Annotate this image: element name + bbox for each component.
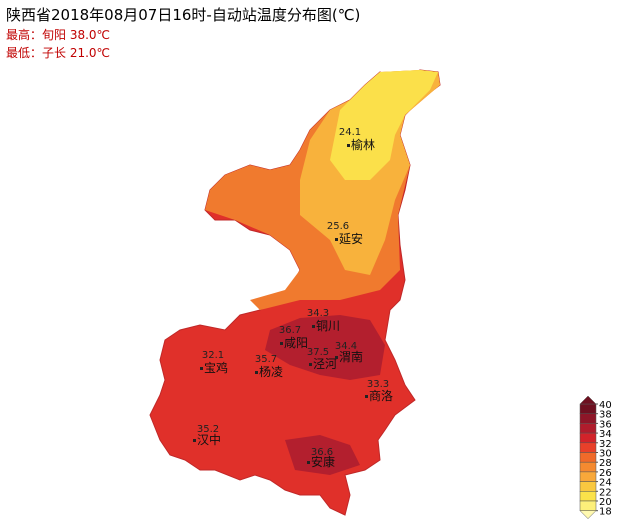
map-title: 陕西省2018年08月07日16时-自动站温度分布图(℃) [6,6,361,24]
legend-tick-label: 24 [599,478,612,489]
legend-tick-label: 40 [599,400,612,411]
city-name: 铜川 [316,318,340,333]
legend-swatch [579,432,597,444]
city-value: 37.5 [307,347,329,358]
legend-swatch [579,491,597,502]
city-name: 汉中 [197,432,221,447]
legend-tick-label: 32 [599,439,612,450]
city-name: 咸阳 [284,336,308,350]
city-value: 24.1 [339,127,361,138]
legend-top-arrow [579,395,597,405]
city-dot [193,439,196,442]
legend-swatch [579,481,597,492]
legend-swatch [579,442,597,453]
city-dot [280,342,283,345]
city-name: 延安 [339,231,363,246]
city-value: 32.1 [202,350,224,361]
city-name: 杨凌 [259,364,283,379]
city-value: 36.6 [311,447,333,458]
city-dot [335,356,338,359]
cool-zone [330,70,438,180]
legend-tick-label: 22 [599,487,612,498]
legend-swatch [579,403,597,414]
legend-tick-label: 20 [599,497,612,508]
city-name: 商洛 [369,388,393,403]
min-note: 最低：子长 21.0℃ [6,46,111,60]
legend-swatch [579,500,597,511]
legend-tick-label: 28 [599,458,612,469]
city-dot [309,363,312,366]
legend-swatch [579,423,597,434]
city-name: 榆林 [351,137,375,152]
legend-tick-label: 36 [599,419,612,430]
max-note: 最高：旬阳 38.0℃ [6,28,111,42]
legend-swatch [579,461,597,473]
city-value: 34.4 [335,341,357,352]
legend-swatch [579,471,597,482]
city-dot [312,325,315,328]
city-value: 36.7 [279,325,301,336]
city-dot [347,144,350,147]
legend-tick-label: 30 [599,449,612,460]
city-name: 安康 [311,454,335,469]
city-dot [335,238,338,241]
city-name: 泾河 [313,357,337,371]
city-value: 34.3 [307,308,329,319]
legend-tick-label: 34 [599,429,612,440]
city-dot [365,395,368,398]
city-dot [307,461,310,464]
city-name: 渭南 [339,349,363,364]
legend-tick-label: 26 [599,468,612,479]
city-value: 35.2 [197,424,219,435]
legend-tick-label: 38 [599,410,612,421]
legend-bottom-arrow [579,510,597,520]
city-value: 33.3 [367,379,389,390]
city-value: 25.6 [327,221,349,232]
city-value: 35.7 [255,354,277,365]
city-dot [200,367,203,370]
hot-zone [265,315,385,475]
city-name: 宝鸡 [204,360,228,375]
legend-swatch [579,452,597,463]
legend-swatch [579,413,597,424]
legend-tick-label: 18 [599,507,612,518]
city-dot [255,371,258,374]
